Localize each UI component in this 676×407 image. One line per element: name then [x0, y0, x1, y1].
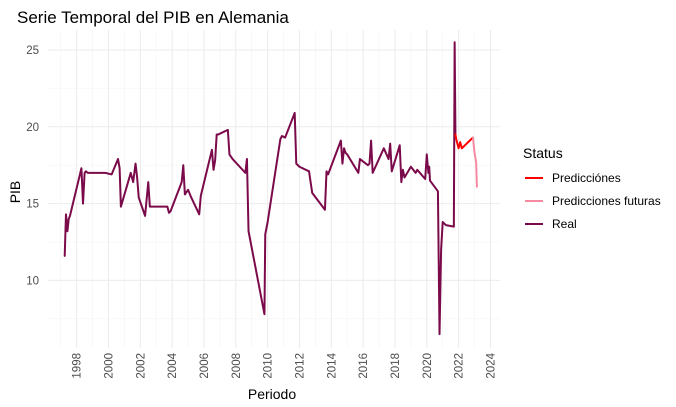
- x-tick-label: 2016: [358, 353, 370, 379]
- legend: Status Predicciónes Predicciones futuras R…: [523, 145, 661, 231]
- series-line: [454, 133, 474, 150]
- x-tick-label: 1998: [72, 353, 84, 379]
- x-tick-label: 2000: [103, 353, 115, 379]
- x-tick-label: 2010: [263, 353, 275, 379]
- x-tick-label: 2014: [326, 352, 338, 378]
- x-axis-title: Periodo: [248, 386, 296, 402]
- y-tick-label: 25: [26, 45, 39, 57]
- legend-label: Predicciones futuras: [552, 194, 661, 208]
- axis-ticks: 1998 2000 2002 2004 2006 2008 2010 2012 2014 2016…: [26, 45, 497, 379]
- legend-label: Predicciónes: [552, 171, 621, 185]
- y-tick-label: 10: [26, 275, 39, 287]
- x-tick-label: 2008: [231, 353, 243, 379]
- plot-grid: [48, 30, 500, 348]
- x-tick-label: 2002: [135, 353, 147, 379]
- x-tick-label: 2022: [454, 353, 466, 379]
- legend-label: Real: [552, 217, 577, 231]
- series-line: [63, 41, 457, 336]
- x-tick-label: 2006: [199, 353, 211, 379]
- plot-series: [63, 41, 478, 336]
- legend-title: Status: [523, 145, 563, 161]
- y-axis-title: PIB: [7, 181, 23, 204]
- series-line: [471, 136, 478, 188]
- x-tick-label: 2024: [485, 352, 497, 378]
- y-tick-label: 20: [26, 122, 39, 134]
- x-tick-label: 2012: [294, 353, 306, 379]
- x-tick-label: 2004: [167, 352, 179, 378]
- y-tick-label: 15: [26, 199, 39, 211]
- x-tick-label: 2018: [390, 353, 402, 379]
- x-tick-label: 2020: [422, 353, 434, 379]
- chart-title: Serie Temporal del PIB en Alemania: [17, 8, 289, 27]
